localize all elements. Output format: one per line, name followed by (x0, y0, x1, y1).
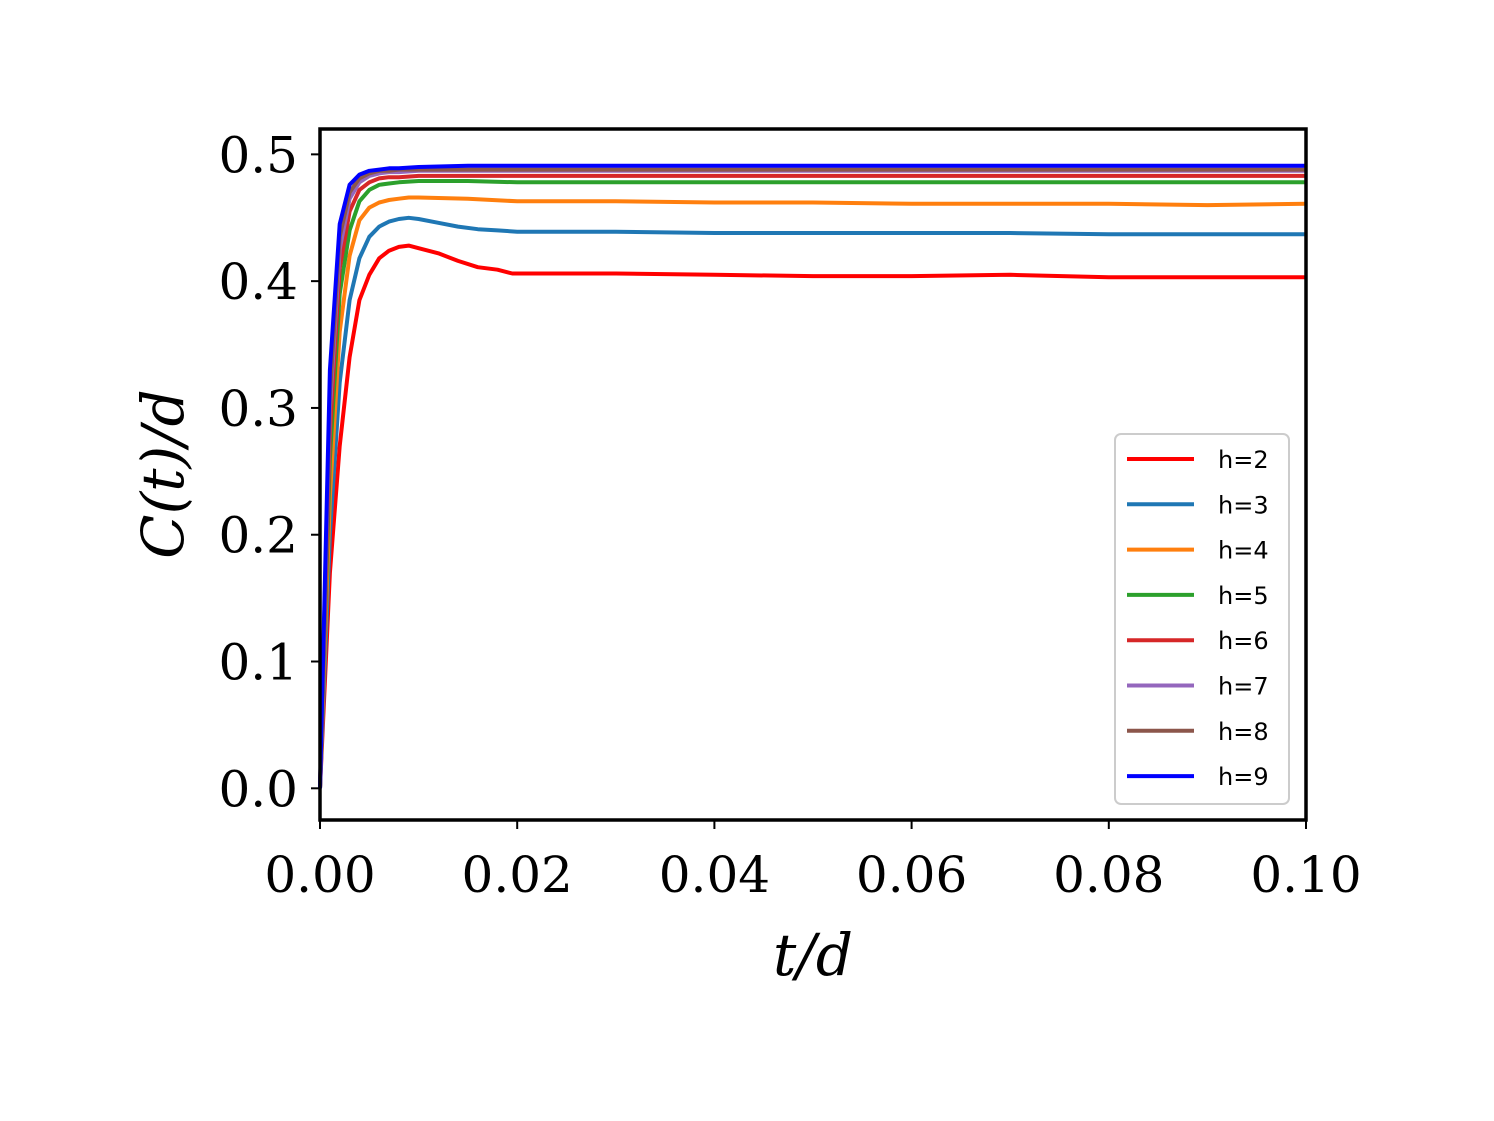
y-tick-label: 0.4 (218, 253, 298, 311)
series-layer (318, 163, 1307, 789)
series-line-h=3 (318, 215, 1306, 789)
x-tick-label: 0.08 (1053, 846, 1164, 904)
series-line-h=9 (318, 163, 1306, 789)
legend-frame (1114, 433, 1290, 805)
series-line-h=8 (318, 167, 1306, 789)
legend-entry-label: h=3 (1218, 491, 1269, 519)
y-tick-label: 0.5 (218, 126, 298, 184)
x-axis-label: t/d (773, 921, 853, 989)
y-tick-label: 0.0 (218, 760, 298, 818)
legend-entry-label: h=8 (1218, 718, 1269, 746)
x-tick-label: 0.02 (462, 846, 573, 904)
legend-entry-label: h=5 (1218, 582, 1269, 610)
series-line-h=5 (318, 179, 1306, 789)
series-line-h=2 (318, 243, 1306, 789)
legend-entry-label: h=7 (1218, 673, 1269, 701)
y-tick-label: 0.3 (218, 380, 298, 438)
legend-entry-label: h=9 (1218, 763, 1269, 791)
y-tick-label: 0.2 (218, 507, 298, 565)
x-axis: 0.00 0.02 0.04 0.06 0.08 0.10 (264, 820, 1362, 904)
plot-frame (318, 127, 1308, 822)
x-tick-label: 0.00 (264, 846, 375, 904)
y-axis-label: C(t)/d (129, 389, 197, 559)
y-axis: 0.0 0.1 0.2 0.3 0.4 0.5 (218, 126, 320, 818)
legend-entry-label: h=2 (1218, 446, 1269, 474)
legend-entry-label: h=6 (1218, 627, 1269, 655)
series-line-h=4 (318, 195, 1307, 789)
x-tick-label: 0.10 (1250, 846, 1361, 904)
legend-entry-label: h=4 (1218, 537, 1269, 565)
x-tick-label: 0.04 (659, 846, 770, 904)
y-tick-label: 0.1 (218, 634, 298, 692)
series-line-h=6 (318, 173, 1306, 789)
x-tick-label: 0.06 (856, 846, 967, 904)
legend: h=2 h=3 h=4 h=5 h=6 h=7 h=8 h=9 (1114, 433, 1290, 805)
